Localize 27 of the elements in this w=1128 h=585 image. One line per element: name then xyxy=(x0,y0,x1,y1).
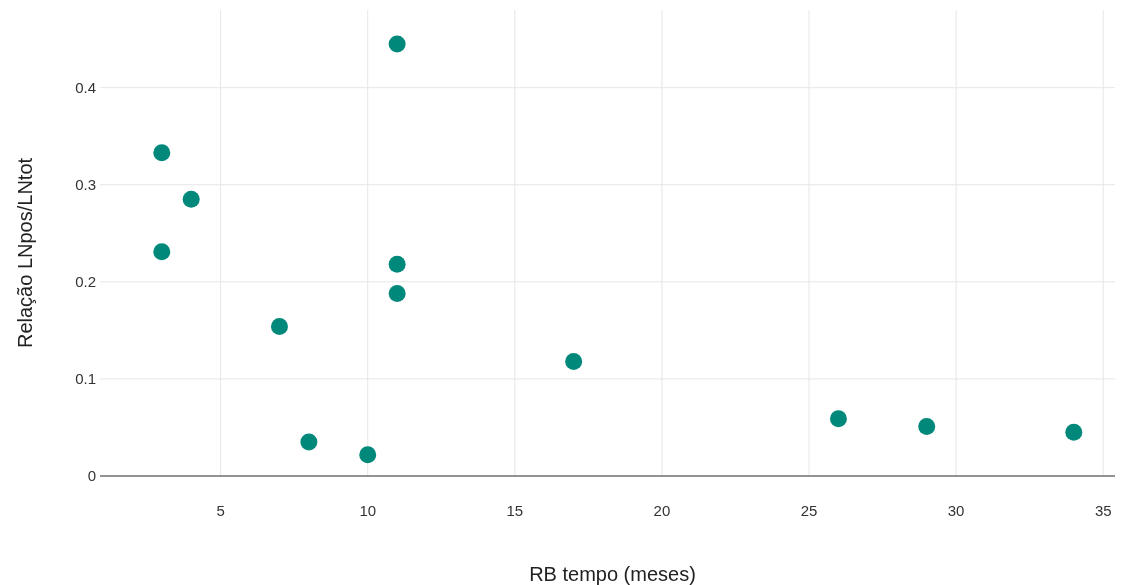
point xyxy=(359,446,377,464)
point xyxy=(1065,423,1083,441)
y-tick-label: 0.4 xyxy=(75,78,96,96)
point xyxy=(153,243,171,261)
x-tick-label: 20 xyxy=(653,502,671,519)
x-tick-label: 25 xyxy=(800,502,818,519)
point xyxy=(182,190,200,208)
x-tick-label: 15 xyxy=(506,502,524,519)
x-tick-label: 5 xyxy=(216,502,225,519)
point xyxy=(270,317,288,335)
x-axis-title: RB tempo (meses) xyxy=(529,563,696,585)
x-tick-label: 10 xyxy=(359,502,377,519)
point xyxy=(388,35,406,53)
y-tick-label: 0.1 xyxy=(75,370,96,388)
x-tick-label: 35 xyxy=(1094,502,1112,519)
point xyxy=(388,255,406,273)
x-tick-label: 30 xyxy=(947,502,965,519)
point xyxy=(829,410,847,428)
point xyxy=(565,352,583,370)
y-tick-label: 0.2 xyxy=(75,273,96,291)
point xyxy=(918,417,936,435)
point xyxy=(153,144,171,162)
point xyxy=(300,433,318,451)
y-axis-title: Relação LNpos/LNtot xyxy=(14,157,36,349)
point xyxy=(388,284,406,302)
y-tick-label: 0.3 xyxy=(75,176,96,193)
y-tick-label: 0 xyxy=(87,467,96,485)
